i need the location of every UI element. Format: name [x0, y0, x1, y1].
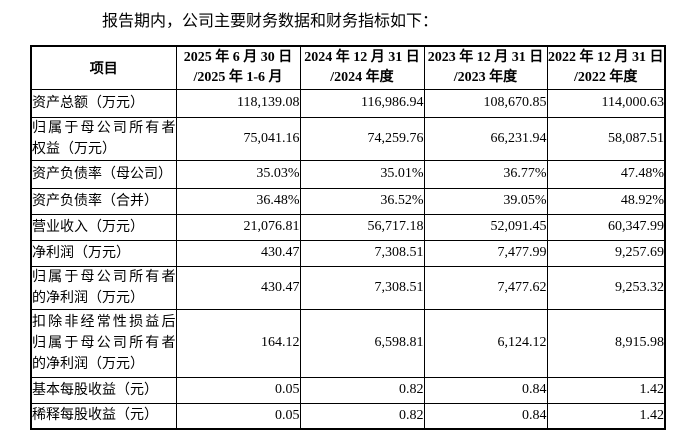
- cell-value: 36.77%: [423, 159, 548, 189]
- row-label: 归属于母公司所有者 的净利润（万元）: [30, 265, 177, 310]
- cell-value: 116,986.94: [299, 88, 425, 118]
- column-header-period-2023: 2023 年 12 月 31 日 /2023 年度: [423, 45, 548, 90]
- cell-value: 118,139.08: [175, 88, 301, 118]
- period-date: 2022 年 12 月 31 日: [548, 49, 664, 65]
- table-row-operating-revenue: 营业收入（万元） 21,076.81 56,717.18 52,091.45 6…: [30, 213, 666, 241]
- column-header-item: 项目: [30, 45, 177, 90]
- cell-value: 9,257.69: [546, 239, 666, 267]
- period-range: /2025 年 1-6 月: [193, 69, 283, 85]
- cell-value: 47.48%: [546, 159, 666, 189]
- cell-value: 60,347.99: [546, 213, 666, 241]
- cell-value: 75,041.16: [175, 116, 301, 161]
- cell-value: 35.03%: [175, 159, 301, 189]
- row-label: 营业收入（万元）: [30, 213, 177, 241]
- cell-value: 0.82: [299, 402, 425, 430]
- cell-value: 0.84: [423, 402, 548, 430]
- cell-value: 52,091.45: [423, 213, 548, 241]
- cell-value: 0.84: [423, 376, 548, 404]
- cell-value: 1.42: [546, 376, 666, 404]
- column-header-period-2024: 2024 年 12 月 31 日 /2024 年度: [299, 45, 425, 90]
- cell-value: 39.05%: [423, 187, 548, 215]
- table-row-debt-ratio-consolidated: 资产负债率（合并） 36.48% 36.52% 39.05% 48.92%: [30, 187, 666, 215]
- cell-value: 1.42: [546, 402, 666, 430]
- column-header-period-2025: 2025 年 6 月 30 日 /2025 年 1-6 月: [175, 45, 301, 90]
- table-row-net-profit-parent: 归属于母公司所有者 的净利润（万元） 430.47 7,308.51 7,477…: [30, 265, 666, 310]
- cell-value: 56,717.18: [299, 213, 425, 241]
- cell-value: 0.82: [299, 376, 425, 404]
- table-row-basic-eps: 基本每股收益（元） 0.05 0.82 0.84 1.42: [30, 376, 666, 404]
- period-date: 2024 年 12 月 31 日: [304, 49, 420, 65]
- cell-value: 6,124.12: [423, 308, 548, 378]
- cell-value: 35.01%: [299, 159, 425, 189]
- period-range: /2023 年度: [453, 69, 518, 85]
- cell-value: 164.12: [175, 308, 301, 378]
- cell-value: 36.52%: [299, 187, 425, 215]
- period-date: 2023 年 12 月 31 日: [427, 49, 544, 65]
- table-row-diluted-eps: 稀释每股收益（元） 0.05 0.82 0.84 1.42: [30, 402, 666, 430]
- column-header-period-2022: 2022 年 12 月 31 日 /2022 年度: [546, 45, 666, 90]
- row-label: 扣除非经常性损益后 归属于母公司所有者 的净利润（万元）: [30, 308, 177, 378]
- cell-value: 6,598.81: [299, 308, 425, 378]
- row-label: 资产负债率（合并）: [30, 187, 177, 215]
- cell-value: 7,308.51: [299, 265, 425, 310]
- cell-value: 108,670.85: [423, 88, 548, 118]
- row-label: 基本每股收益（元）: [30, 376, 177, 404]
- cell-value: 7,477.62: [423, 265, 548, 310]
- table-header-row: 项目 2025 年 6 月 30 日 /2025 年 1-6 月 2024 年 …: [30, 45, 666, 90]
- period-range: /2024 年度: [330, 69, 394, 85]
- period-range: /2022 年度: [574, 69, 638, 85]
- period-date: 2025 年 6 月 30 日: [183, 49, 293, 65]
- cell-value: 21,076.81: [175, 213, 301, 241]
- cell-value: 0.05: [175, 402, 301, 430]
- cell-value: 66,231.94: [423, 116, 548, 161]
- table-row-net-profit: 净利润（万元） 430.47 7,308.51 7,477.99 9,257.6…: [30, 239, 666, 267]
- cell-value: 58,087.51: [546, 116, 666, 161]
- table-row-net-profit-parent-deducted: 扣除非经常性损益后 归属于母公司所有者 的净利润（万元） 164.12 6,59…: [30, 308, 666, 378]
- row-label: 归属于母公司所有者 权益（万元）: [30, 116, 177, 161]
- cell-value: 7,308.51: [299, 239, 425, 267]
- row-label: 净利润（万元）: [30, 239, 177, 267]
- cell-value: 8,915.98: [546, 308, 666, 378]
- cell-value: 9,253.32: [546, 265, 666, 310]
- paragraph-title: 报告期内，公司主要财务数据和财务指标如下：: [102, 13, 439, 30]
- cell-value: 0.05: [175, 376, 301, 404]
- row-label: 资产负债率（母公司）: [30, 159, 177, 189]
- cell-value: 74,259.76: [299, 116, 425, 161]
- cell-value: 430.47: [175, 239, 301, 267]
- table-row-parent-equity: 归属于母公司所有者 权益（万元） 75,041.16 74,259.76 66,…: [30, 116, 666, 161]
- row-label: 资产总额（万元）: [30, 88, 177, 118]
- table-row-debt-ratio-parent: 资产负债率（母公司） 35.03% 35.01% 36.77% 47.48%: [30, 159, 666, 189]
- cell-value: 114,000.63: [546, 88, 666, 118]
- cell-value: 7,477.99: [423, 239, 548, 267]
- table-row-total-assets: 资产总额（万元） 118,139.08 116,986.94 108,670.8…: [30, 88, 666, 118]
- cell-value: 430.47: [175, 265, 301, 310]
- financial-data-table: 项目 2025 年 6 月 30 日 /2025 年 1-6 月 2024 年 …: [30, 45, 666, 430]
- row-label: 稀释每股收益（元）: [30, 402, 177, 430]
- cell-value: 48.92%: [546, 187, 666, 215]
- cell-value: 36.48%: [175, 187, 301, 215]
